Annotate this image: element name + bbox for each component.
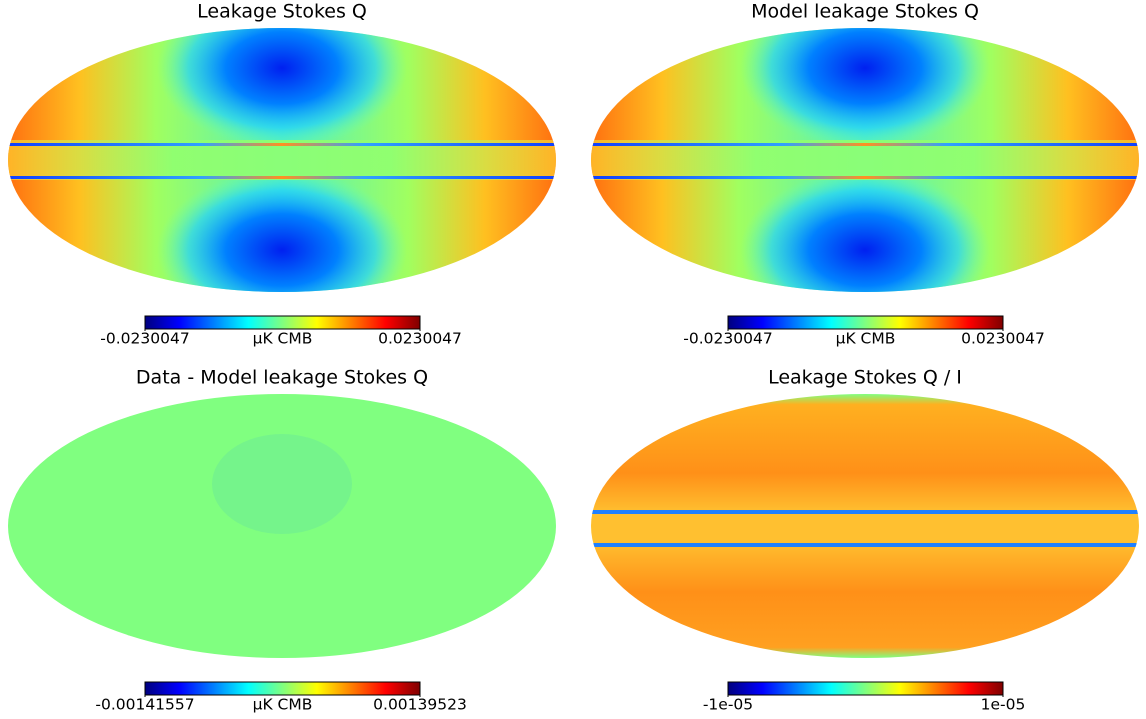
panel-title: Leakage Stokes Q / I bbox=[768, 367, 962, 389]
map-panel: Leakage Stokes Q / I -1e-05 1e-05 bbox=[591, 367, 1139, 714]
colorbar-unit: μK CMB bbox=[253, 696, 313, 714]
colorbar-unit: μK CMB bbox=[253, 330, 313, 348]
map-panel: Model leakage Stokes Q -0.0230047 0.023004… bbox=[591, 1, 1139, 348]
colorbar-unit: μK CMB bbox=[836, 330, 896, 348]
colorbar-tick-label: -0.0230047 bbox=[100, 330, 189, 348]
colorbar bbox=[727, 681, 1004, 696]
colorbar-tick-label: -0.00141557 bbox=[95, 696, 194, 714]
map-panel: Data - Model leakage Stokes Q -0.00141557… bbox=[8, 367, 556, 714]
panel-title: Leakage Stokes Q bbox=[197, 1, 367, 23]
colorbar bbox=[144, 315, 421, 330]
colorbar bbox=[144, 681, 421, 696]
colorbar bbox=[727, 315, 1004, 330]
colorbar-tick-label: -1e-05 bbox=[703, 696, 753, 714]
colorbar-tick-label: -0.0230047 bbox=[683, 330, 772, 348]
colorbar-tick-label: 0.0230047 bbox=[961, 330, 1045, 348]
colorbar-tick-label: 1e-05 bbox=[981, 696, 1026, 714]
map-panel: Leakage Stokes Q -0.0230047 0.0230047 μK CM… bbox=[8, 1, 556, 348]
colorbar-tick-label: 0.00139523 bbox=[373, 696, 467, 714]
panel-title: Model leakage Stokes Q bbox=[751, 1, 979, 23]
colorbar-tick-label: 0.0230047 bbox=[378, 330, 462, 348]
panel-title: Data - Model leakage Stokes Q bbox=[136, 367, 428, 389]
